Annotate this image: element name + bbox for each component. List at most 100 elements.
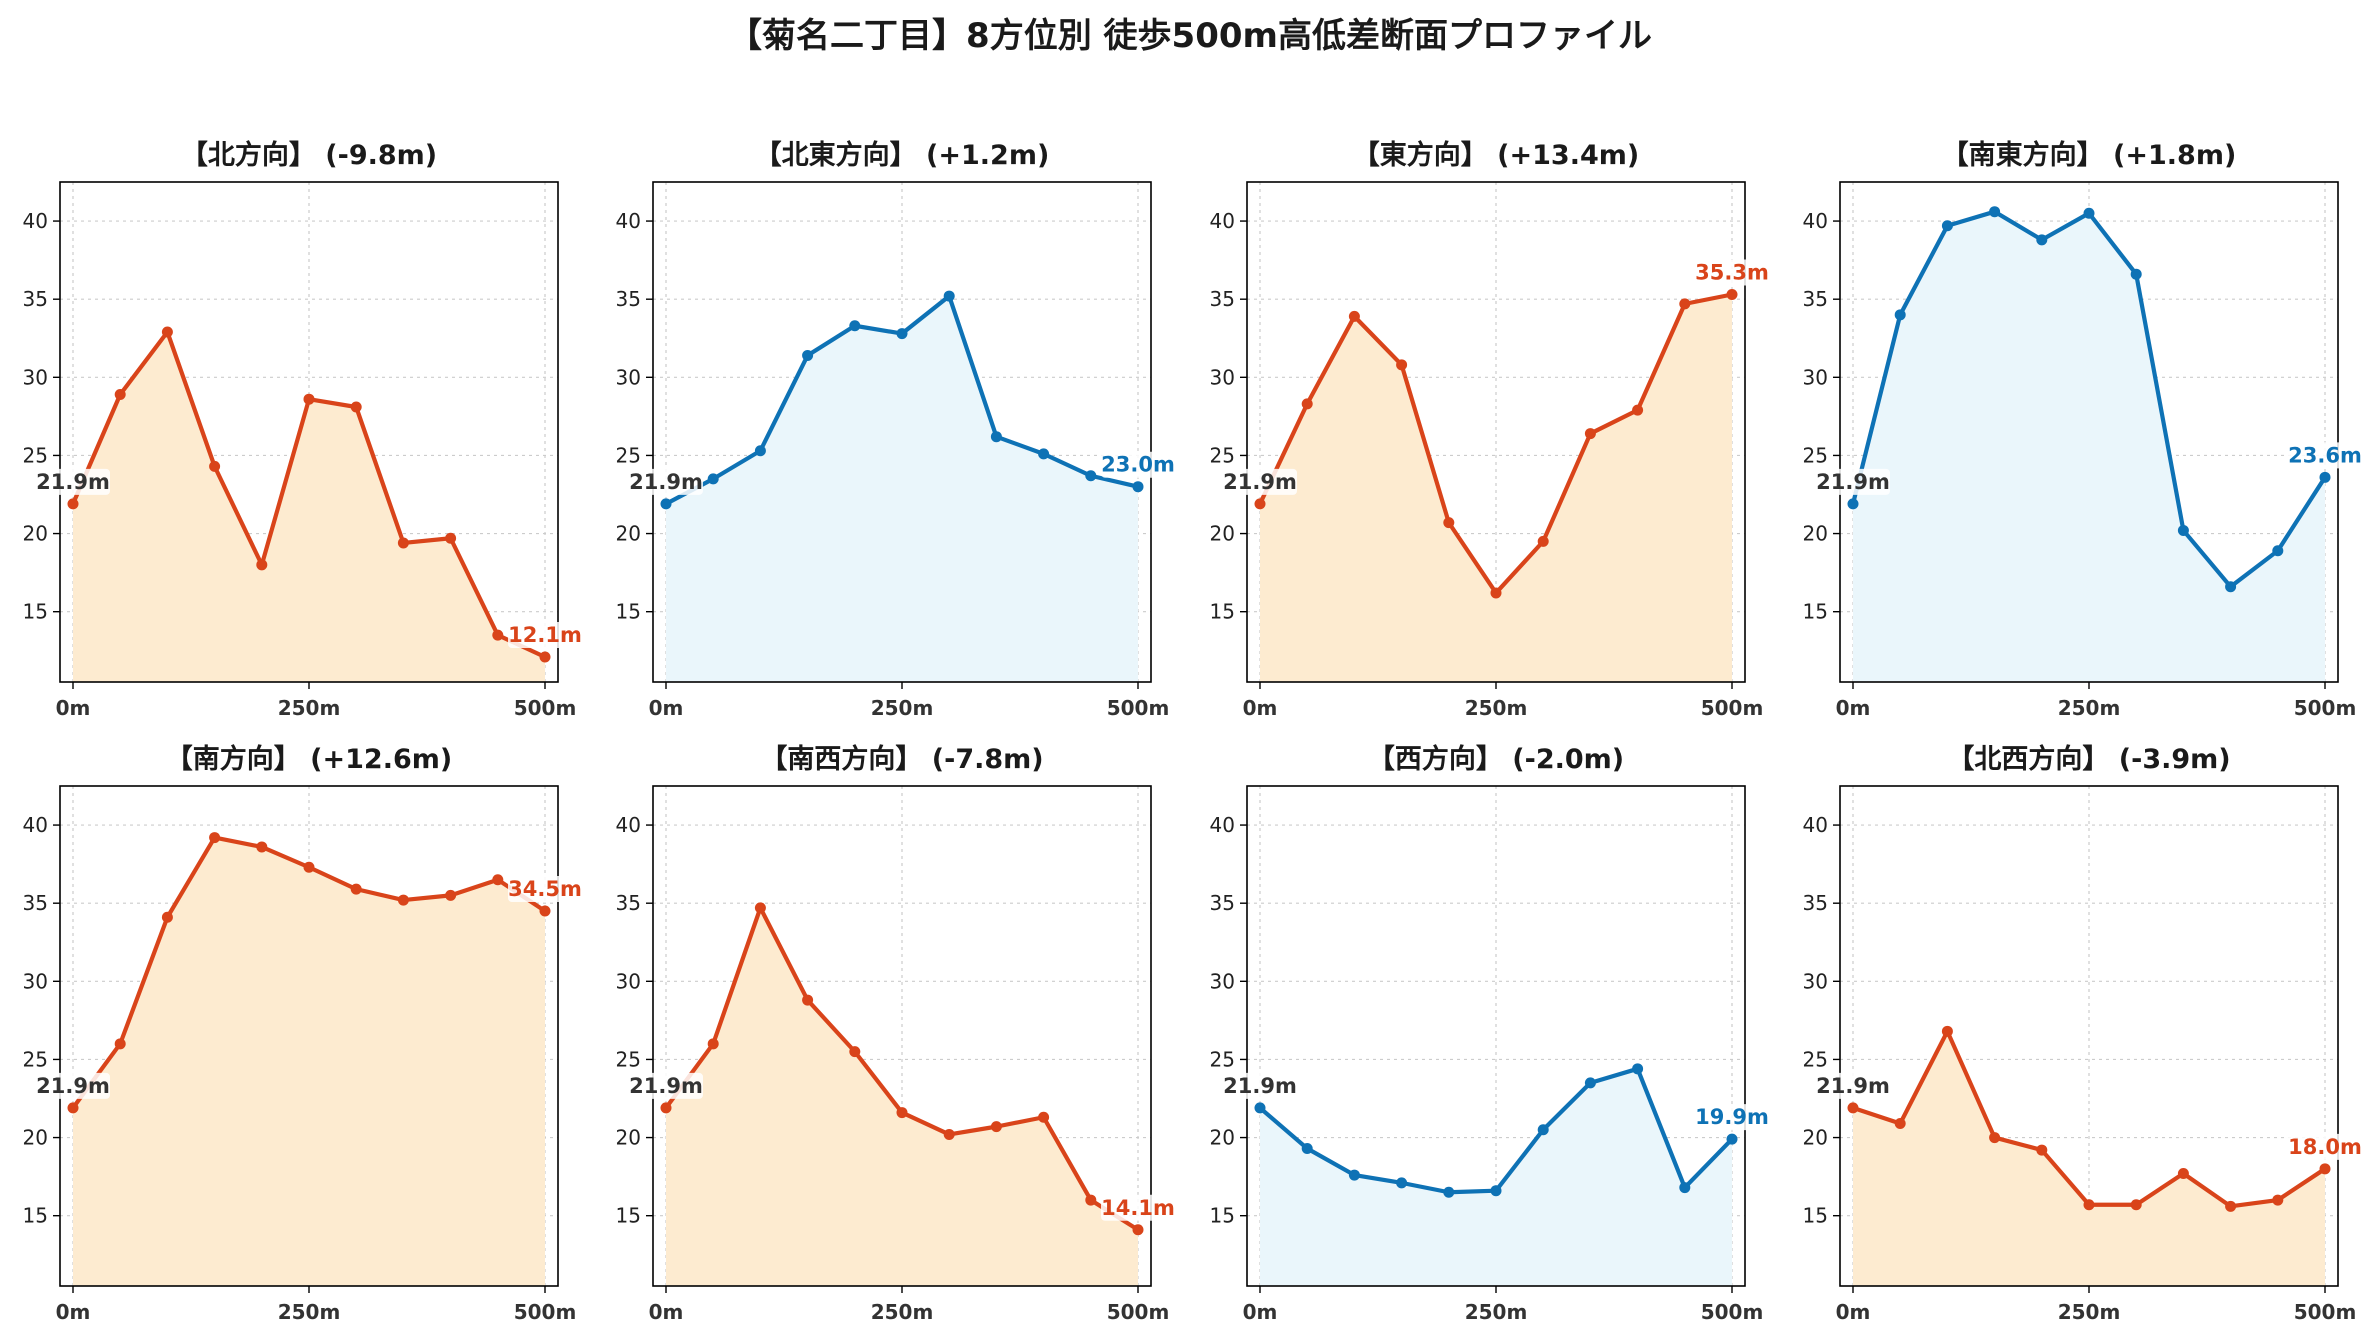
data-point bbox=[2177, 1168, 2189, 1179]
data-point bbox=[754, 902, 766, 914]
y-tick-label: 15 bbox=[1210, 600, 1235, 624]
x-tick-label: 500m bbox=[1107, 1300, 1170, 1324]
data-point bbox=[67, 498, 79, 510]
data-point bbox=[1254, 1102, 1266, 1114]
x-tick-label: 0m bbox=[1243, 1300, 1278, 1324]
data-point bbox=[539, 651, 551, 663]
data-point bbox=[445, 532, 457, 544]
start-label-box bbox=[629, 1072, 703, 1099]
end-elevation-label: 18.0m bbox=[2288, 1135, 2362, 1159]
data-point bbox=[943, 1128, 955, 1140]
y-tick-label: 25 bbox=[23, 1047, 48, 1071]
data-point bbox=[707, 1038, 719, 1050]
data-point bbox=[1632, 404, 1644, 416]
y-tick-label: 40 bbox=[1803, 209, 1828, 233]
y-tick-label: 35 bbox=[616, 287, 641, 311]
data-point bbox=[1726, 289, 1738, 300]
y-tick-label: 15 bbox=[1803, 1204, 1828, 1228]
data-point bbox=[1348, 1169, 1360, 1181]
start-label-box bbox=[1816, 468, 1890, 495]
start-label-box bbox=[36, 1072, 110, 1099]
end-label-box bbox=[2288, 442, 2362, 469]
data-point bbox=[114, 1038, 126, 1050]
end-elevation-label: 34.5m bbox=[508, 877, 582, 901]
data-point bbox=[849, 320, 861, 332]
data-point bbox=[303, 861, 315, 873]
data-point bbox=[67, 1102, 79, 1114]
data-point bbox=[1348, 310, 1360, 322]
start-label-box bbox=[1223, 468, 1297, 495]
data-point bbox=[849, 1046, 861, 1058]
subplot-8: 【北西方向】 (-3.9m) 15 20 25 30 35 40 0m 250m 500m 21.9… bbox=[1803, 743, 2362, 1324]
data-point bbox=[1490, 587, 1502, 599]
data-point bbox=[1679, 1182, 1691, 1194]
data-point bbox=[1038, 1111, 1050, 1123]
y-tick-label: 25 bbox=[1803, 1047, 1828, 1071]
subplot-title: 【北西方向】 (-3.9m) bbox=[1947, 743, 2230, 775]
end-label-box bbox=[1101, 1194, 1175, 1221]
start-label-box bbox=[36, 468, 110, 495]
y-tick-label: 15 bbox=[616, 600, 641, 624]
y-tick-label: 40 bbox=[23, 209, 48, 233]
y-tick-label: 25 bbox=[1210, 1047, 1235, 1071]
data-point bbox=[1254, 498, 1266, 510]
subplot-5: 【南方向】 (+12.6m) 15 20 25 30 35 40 0m 250m 500m 21.9… bbox=[23, 743, 582, 1324]
x-tick-label: 500m bbox=[514, 696, 577, 720]
data-point bbox=[256, 841, 268, 853]
data-point bbox=[1941, 220, 1953, 232]
subplot-4: 【南東方向】 (+1.8m) 15 20 25 30 35 40 0m 250m 500m 21.9… bbox=[1803, 139, 2362, 720]
data-point bbox=[707, 473, 719, 485]
y-tick-label: 35 bbox=[23, 891, 48, 915]
x-tick-label: 500m bbox=[2294, 696, 2357, 720]
subplot-title: 【南東方向】 (+1.8m) bbox=[1942, 139, 2237, 171]
data-point bbox=[114, 389, 126, 400]
profile-area bbox=[1260, 1068, 1732, 1286]
subplot-title: 【北東方向】 (+1.2m) bbox=[755, 139, 1050, 171]
data-point bbox=[754, 445, 766, 457]
subplot-title: 【北方向】 (-9.8m) bbox=[181, 139, 437, 171]
y-tick-label: 35 bbox=[1803, 287, 1828, 311]
data-point bbox=[990, 1121, 1002, 1133]
profile-area bbox=[1260, 294, 1732, 682]
profile-area bbox=[1853, 211, 2325, 682]
data-point bbox=[492, 874, 504, 886]
data-point bbox=[539, 905, 551, 917]
data-point bbox=[2036, 1144, 2048, 1156]
data-point bbox=[2319, 1163, 2331, 1175]
x-tick-label: 500m bbox=[1107, 696, 1170, 720]
x-tick-label: 250m bbox=[871, 696, 934, 720]
data-point bbox=[1132, 481, 1144, 493]
subplot-title: 【西方向】 (-2.0m) bbox=[1368, 743, 1624, 775]
data-point bbox=[802, 349, 814, 361]
data-point bbox=[1632, 1063, 1644, 1075]
end-label-box bbox=[508, 876, 582, 902]
data-point bbox=[1989, 1132, 2001, 1144]
data-point bbox=[492, 629, 504, 641]
data-point bbox=[1847, 498, 1859, 510]
data-point bbox=[1301, 1143, 1313, 1154]
data-point bbox=[943, 290, 955, 302]
x-tick-label: 500m bbox=[1701, 1300, 1764, 1324]
data-point bbox=[990, 431, 1002, 443]
y-tick-label: 15 bbox=[1210, 1204, 1235, 1228]
y-tick-label: 20 bbox=[616, 522, 641, 546]
subplot-title: 【南西方向】 (-7.8m) bbox=[760, 743, 1043, 775]
data-point bbox=[1301, 398, 1313, 410]
y-tick-label: 30 bbox=[1210, 969, 1235, 993]
data-point bbox=[1038, 448, 1050, 460]
y-tick-label: 15 bbox=[1803, 600, 1828, 624]
profile-area bbox=[73, 332, 545, 682]
x-tick-label: 250m bbox=[1465, 1300, 1528, 1324]
end-label-box bbox=[508, 622, 582, 648]
data-point bbox=[2130, 268, 2142, 280]
data-point bbox=[1085, 470, 1097, 482]
data-point bbox=[1726, 1133, 1738, 1145]
end-label-box bbox=[1695, 1104, 1769, 1131]
data-point bbox=[161, 326, 173, 338]
profile-area bbox=[666, 296, 1138, 682]
y-tick-label: 40 bbox=[616, 209, 641, 233]
x-tick-label: 250m bbox=[871, 1300, 934, 1324]
data-point bbox=[2225, 581, 2237, 593]
data-point bbox=[1396, 359, 1408, 371]
data-point bbox=[896, 328, 908, 340]
